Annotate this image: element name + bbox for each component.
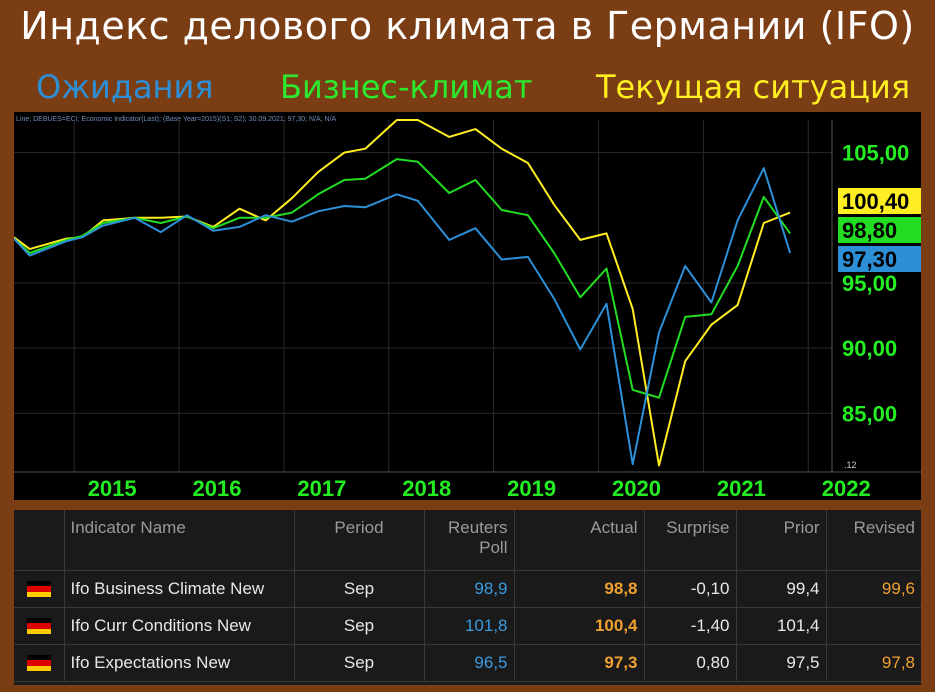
period: Sep <box>294 644 425 682</box>
reuters-poll: 96,5 <box>424 644 515 682</box>
x-tick-label: 2015 <box>88 476 137 500</box>
x-tick-label: 2016 <box>193 476 242 500</box>
period: Sep <box>294 570 425 608</box>
reuters-poll: 101,8 <box>424 607 515 645</box>
germany-flag-icon <box>14 570 65 608</box>
y-tick-label: 95,00 <box>842 271 897 296</box>
period: Sep <box>294 607 425 645</box>
x-tick-label: 2022 <box>822 476 871 500</box>
value-badge-business <box>838 217 921 243</box>
revised: 97,8 <box>826 644 921 682</box>
prior: 99,4 <box>736 570 827 608</box>
surprise: -1,40 <box>644 607 737 645</box>
y-tick-label: 90,00 <box>842 336 897 361</box>
header-reuters-poll[interactable]: Reuters Poll <box>424 510 515 571</box>
revised: 99,6 <box>826 570 921 608</box>
chart-panel: Line; DEBUES=ECI; Economic Indicator(Las… <box>14 112 921 500</box>
page-title: Индекс делового климата в Германии (IFO) <box>20 4 915 48</box>
value-badge-label: 100,40 <box>842 189 909 214</box>
y-tick-label: 105,00 <box>842 141 909 166</box>
legend-expectations: Ожидания <box>36 68 214 106</box>
value-badge-current <box>838 188 921 214</box>
actual: 97,3 <box>514 644 645 682</box>
legend-business-climate: Бизнес-климат <box>280 68 533 106</box>
x-tick-label: 2019 <box>507 476 556 500</box>
actual: 98,8 <box>514 570 645 608</box>
corner-label: .12 <box>844 460 857 470</box>
value-badge-expectations <box>838 246 921 272</box>
table-header-row: Indicator Name Period Reuters Poll Actua… <box>14 510 921 571</box>
actual: 100,4 <box>514 607 645 645</box>
table-row[interactable]: Ifo Business Climate New Sep 98,9 98,8 -… <box>14 570 921 608</box>
reuters-poll: 98,9 <box>424 570 515 608</box>
header-flag <box>14 510 65 571</box>
revised <box>826 607 921 645</box>
table-row[interactable]: Ifo Curr Conditions New Sep 101,8 100,4 … <box>14 607 921 645</box>
x-tick-label: 2017 <box>297 476 346 500</box>
surprise: -0,10 <box>644 570 737 608</box>
x-tick-label: 2018 <box>402 476 451 500</box>
header-revised[interactable]: Revised <box>826 510 921 571</box>
table-row[interactable]: Ifo Expectations New Sep 96,5 97,3 0,80 … <box>14 644 921 682</box>
indicator-name: Ifo Business Climate New <box>64 570 295 608</box>
indicator-name: Ifo Curr Conditions New <box>64 607 295 645</box>
series-line-expectations <box>14 167 792 466</box>
header-period[interactable]: Period <box>294 510 425 571</box>
legend-current-situation: Текущая ситуация <box>596 68 911 106</box>
x-tick-label: 2020 <box>612 476 661 500</box>
chart-header-text: Line; DEBUES=ECI; Economic Indicator(Las… <box>16 116 337 123</box>
header-prior[interactable]: Prior <box>736 510 827 571</box>
value-badge-label: 98,80 <box>842 218 897 243</box>
header-surprise[interactable]: Surprise <box>644 510 737 571</box>
prior: 97,5 <box>736 644 827 682</box>
surprise: 0,80 <box>644 644 737 682</box>
germany-flag-icon <box>14 644 65 682</box>
x-tick-label: 2021 <box>717 476 766 500</box>
germany-flag-icon <box>14 607 65 645</box>
indicator-table: Indicator Name Period Reuters Poll Actua… <box>14 510 921 682</box>
indicator-name: Ifo Expectations New <box>64 644 295 682</box>
y-tick-label: 85,00 <box>842 401 897 426</box>
header-indicator-name[interactable]: Indicator Name <box>64 510 295 571</box>
header-actual[interactable]: Actual <box>514 510 645 571</box>
line-chart: Line; DEBUES=ECI; Economic Indicator(Las… <box>14 116 921 500</box>
value-badge-label: 97,30 <box>842 247 897 272</box>
prior: 101,4 <box>736 607 827 645</box>
indicator-table-panel: Indicator Name Period Reuters Poll Actua… <box>14 510 921 685</box>
